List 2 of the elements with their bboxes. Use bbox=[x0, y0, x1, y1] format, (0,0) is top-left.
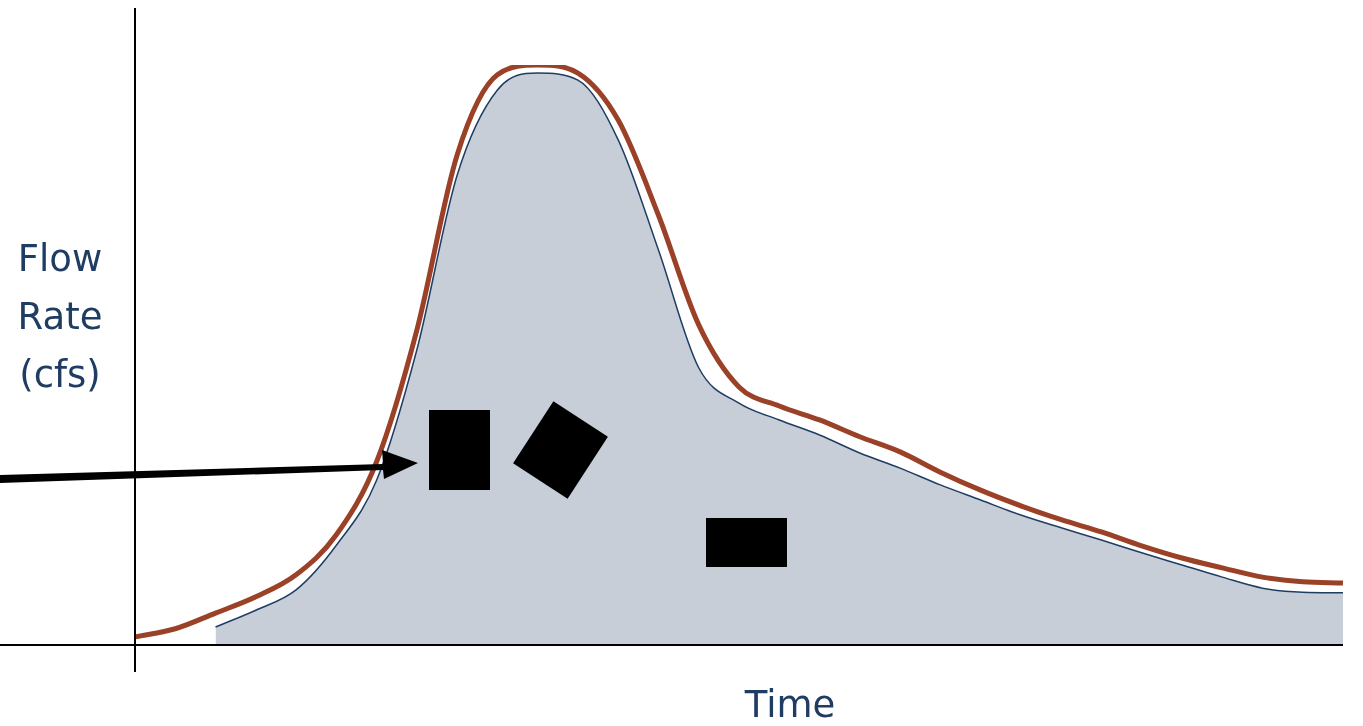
y-axis-title: Flow Rate (cfs) bbox=[16, 236, 104, 398]
x-axis-title: Time bbox=[743, 682, 837, 726]
